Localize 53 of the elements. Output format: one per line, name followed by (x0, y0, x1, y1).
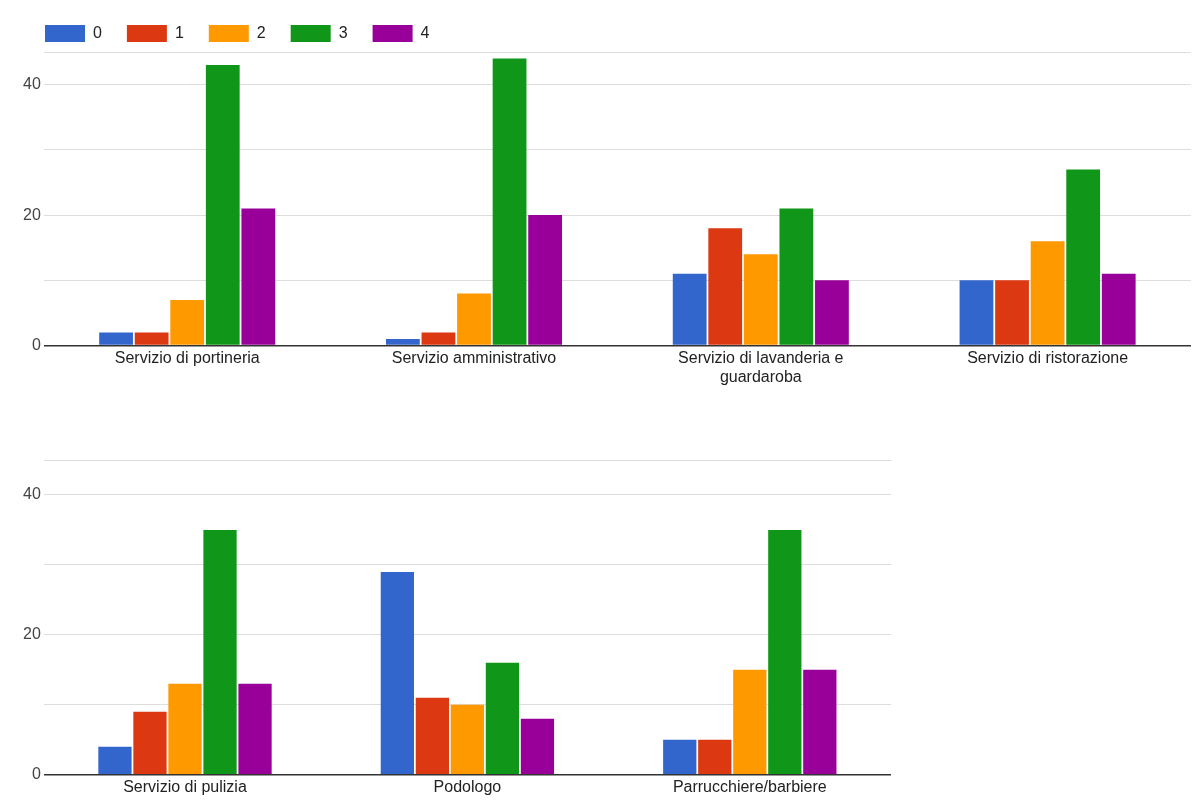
bar (385, 339, 420, 345)
bar (415, 697, 450, 775)
bar (457, 293, 491, 345)
y-tick-label: 0 (31, 765, 41, 783)
bar (98, 746, 132, 775)
x-tick-label: Parrucchiere/barbiere (672, 777, 827, 795)
y-tick-label: 40 (23, 75, 41, 93)
bar (485, 662, 520, 775)
y-tick-label: 20 (23, 625, 41, 643)
bar (733, 669, 767, 775)
bar (779, 208, 814, 345)
bar (1030, 241, 1065, 345)
legend-label: 4 (420, 23, 430, 41)
legend-label: 3 (338, 23, 348, 41)
x-tick-label: Podologo (433, 777, 502, 795)
x-tick-label: Servizio di lavanderia e guardaroba (678, 348, 844, 385)
bar (134, 332, 169, 345)
legend-label: 1 (174, 23, 184, 41)
y-tick-label: 20 (23, 205, 41, 223)
x-tick-label: Servizio di portineria (114, 348, 260, 366)
bar (492, 58, 527, 345)
bar (959, 280, 994, 345)
legend-label: 0 (93, 23, 102, 41)
x-tick-label: Servizio amministrativo (391, 348, 557, 366)
bar (450, 704, 485, 775)
bar (238, 683, 272, 775)
bar (168, 683, 202, 775)
bar (743, 254, 778, 345)
bar (205, 65, 240, 345)
bar (803, 669, 837, 775)
x-tick-label: Servizio di ristorazione (967, 348, 1129, 366)
bar (241, 208, 276, 345)
bar (768, 529, 802, 775)
bar (528, 215, 563, 345)
bar (421, 332, 456, 345)
bar (380, 571, 414, 775)
bar (170, 299, 205, 345)
y-tick-label: 0 (31, 336, 41, 354)
bar (815, 280, 849, 345)
x-tick-label: Servizio di pulizia (123, 777, 247, 795)
y-tick-label: 40 (23, 485, 41, 503)
bar (133, 711, 167, 775)
bar (1066, 169, 1101, 345)
bar (672, 273, 707, 345)
bar (995, 280, 1029, 345)
bar (663, 739, 697, 775)
bar (203, 529, 237, 775)
bar (698, 739, 732, 775)
bar (520, 718, 555, 775)
bar (708, 228, 743, 345)
bar (1101, 273, 1136, 345)
bar (99, 332, 133, 345)
legend-label: 2 (256, 23, 266, 41)
